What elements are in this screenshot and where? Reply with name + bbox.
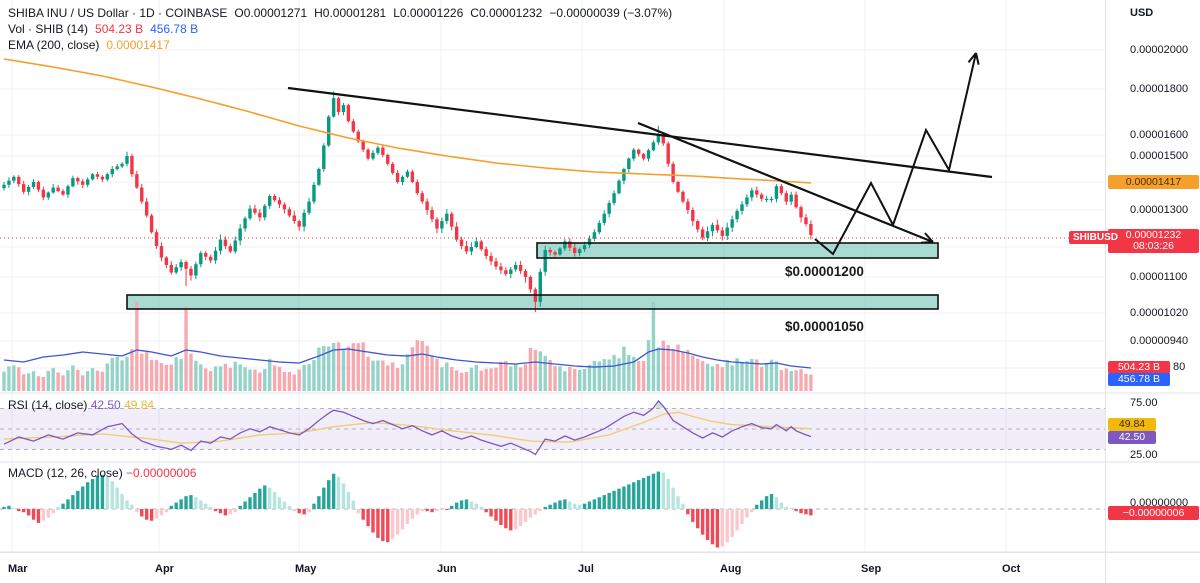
- axis-label-0.00001800: 0.00001800: [1130, 83, 1189, 95]
- ema-value: 0.00001417: [106, 38, 170, 52]
- symbol-price-tag: SHIBUSD: [1069, 231, 1123, 244]
- macd-badge[interactable]: −0.00000006: [1108, 506, 1199, 520]
- ema-indicator-label[interactable]: EMA (200, close): [8, 38, 100, 52]
- macd-legend: MACD (12, 26, close) −0.00000006: [8, 466, 196, 480]
- rsi-badge[interactable]: 42.50: [1108, 430, 1156, 444]
- rsi-legend: RSI (14, close) 42.50 49.84: [8, 398, 154, 412]
- axis-label-0.00001020: 0.00001020: [1130, 307, 1189, 319]
- symbol-row: SHIBA INU / US Dollar · 1D · COINBASE O0…: [8, 6, 672, 20]
- axis-label-0.00001300: 0.00001300: [1130, 204, 1189, 216]
- month-label-Jul: Jul: [578, 563, 594, 575]
- month-label-Aug: Aug: [720, 563, 742, 575]
- forecast-zigzag[interactable]: [814, 52, 980, 256]
- volume-indicator-row: Vol · SHIB (14) 504.23 B 456.78 B: [8, 22, 672, 36]
- volume-ma-line[interactable]: [3, 348, 811, 369]
- price-axis[interactable]: USD 0.00002000 0.00001800 0.00001600 0.0000…: [1105, 0, 1200, 583]
- month-label-Jun: Jun: [437, 563, 457, 575]
- trendline-upper[interactable]: [287, 86, 993, 179]
- chart-legend: SHIBA INU / US Dollar · 1D · COINBASE O0…: [8, 6, 672, 54]
- macd-indicator-label[interactable]: MACD (12, 26, close): [8, 466, 123, 480]
- ohlc-close: C0.00001232: [470, 6, 543, 20]
- volume-value: 504.23 B: [95, 22, 144, 36]
- ohlc-high: H0.00001281: [314, 6, 387, 20]
- month-label-Sep: Sep: [861, 563, 882, 575]
- ohlc-change: −0.00000039 (−3.07%): [549, 6, 673, 20]
- axis-label-0.00000940: 0.00000940: [1130, 335, 1189, 347]
- axis-label-25.00: 25.00: [1130, 449, 1158, 461]
- rsi-value: 42.50: [90, 398, 121, 412]
- month-label-Oct: Oct: [1002, 563, 1021, 575]
- rsi-ma-line[interactable]: [3, 411, 811, 444]
- axis-label-0.00001100: 0.00001100: [1130, 271, 1188, 283]
- volume-badge[interactable]: 504.23 B: [1108, 360, 1170, 374]
- axis-currency-label: USD: [1130, 7, 1154, 19]
- month-label-Mar: Mar: [8, 563, 28, 575]
- axis-label-75.00: 75.00: [1130, 397, 1158, 409]
- month-label-Apr: Apr: [155, 563, 174, 575]
- support-zone-1[interactable]: [537, 243, 938, 258]
- macd-histogram[interactable]: [2, 471, 813, 548]
- volume-layer[interactable]: [2, 302, 813, 391]
- axis-label-0.00002000: 0.00002000: [1130, 44, 1189, 56]
- rsi-ma-badge[interactable]: 49.84: [1108, 417, 1156, 431]
- support-zone-label-2: $0.00001050: [785, 319, 864, 334]
- month-label-May: May: [295, 563, 317, 575]
- ema-indicator-row: EMA (200, close) 0.00001417: [8, 38, 672, 52]
- trendline-lower[interactable]: [637, 121, 934, 244]
- rsi-band: [0, 408, 1105, 510]
- ema-line[interactable]: [3, 58, 811, 184]
- support-zone-borders[interactable]: $0.00001200 $0.00001050: [126, 242, 939, 334]
- axis-label-0.00001600: 0.00001600: [1130, 129, 1189, 141]
- support-zone-2[interactable]: [127, 295, 938, 309]
- macd-value: −0.00000006: [126, 466, 197, 480]
- rsi-line[interactable]: [3, 399, 812, 456]
- time-axis[interactable]: Mar Apr May Jun Jul Aug Sep Oct: [0, 552, 1200, 583]
- symbol-title[interactable]: SHIBA INU / US Dollar · 1D · COINBASE: [8, 6, 228, 20]
- axis-label-0.00001500: 0.00001500: [1130, 150, 1189, 162]
- ema-price-badge[interactable]: 0.00001417: [1108, 175, 1199, 189]
- rsi-indicator-label[interactable]: RSI (14, close): [8, 398, 88, 412]
- rsi-ma-value: 49.84: [124, 398, 155, 412]
- axis-label-partial: 80: [1173, 361, 1186, 373]
- last-price-badge[interactable]: 0.00001232 08:03:26: [1108, 229, 1199, 253]
- volume-ma-value: 456.78 B: [150, 22, 199, 36]
- volume-ma-badge[interactable]: 456.78 B: [1108, 372, 1170, 386]
- candles-layer[interactable]: [2, 91, 813, 313]
- volume-indicator-label[interactable]: Vol · SHIB (14): [8, 22, 89, 36]
- ohlc-low: L0.00001226: [393, 6, 464, 20]
- support-zone-label-1: $0.00001200: [785, 264, 864, 279]
- ohlc-open: O0.00001271: [234, 6, 308, 20]
